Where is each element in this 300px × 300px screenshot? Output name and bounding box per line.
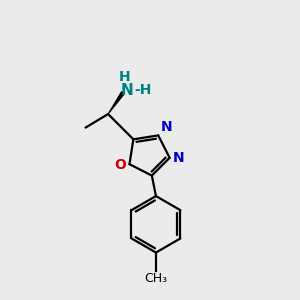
- Polygon shape: [109, 92, 124, 113]
- Text: N: N: [160, 120, 172, 134]
- Text: -H: -H: [134, 83, 152, 97]
- Text: CH₃: CH₃: [144, 272, 167, 286]
- Text: N: N: [120, 83, 133, 98]
- Text: O: O: [114, 158, 126, 172]
- Text: H: H: [119, 70, 131, 84]
- Text: N: N: [173, 151, 185, 165]
